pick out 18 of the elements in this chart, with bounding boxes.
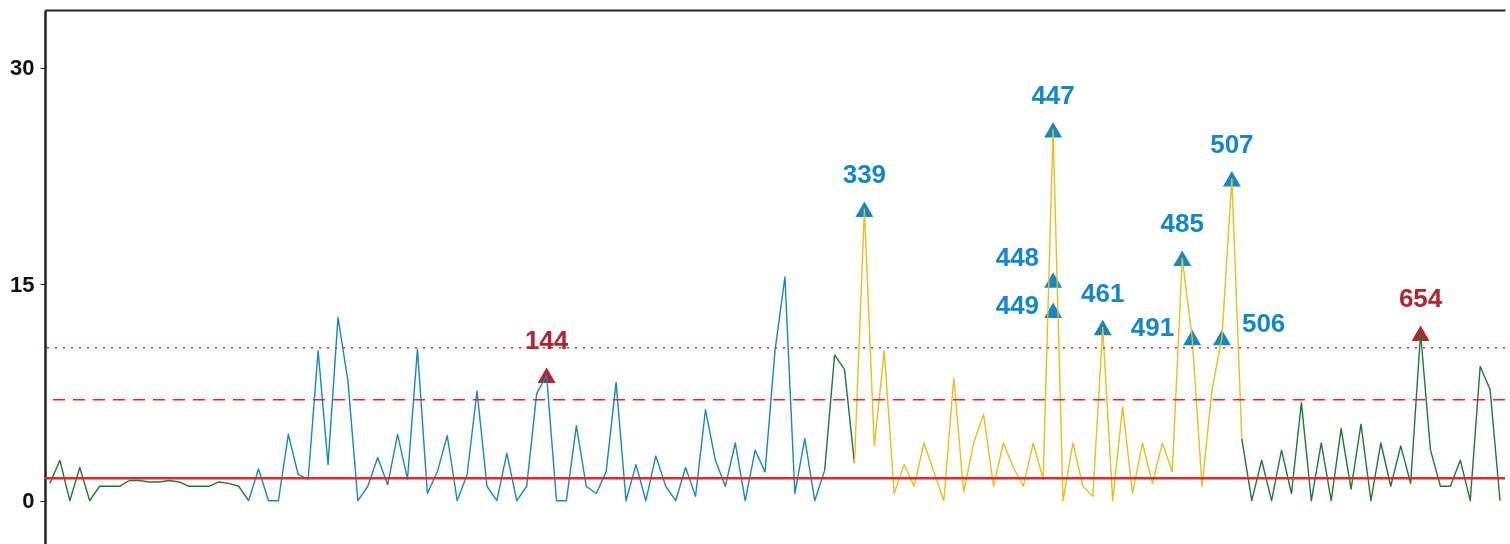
- line-series: [49, 459, 250, 502]
- annotation: 507: [1210, 128, 1254, 159]
- y-tick-label: 30: [10, 55, 35, 81]
- annotation: 654: [1398, 283, 1443, 314]
- annotation: 461: [1081, 277, 1125, 308]
- annotation: 339: [842, 159, 887, 190]
- y-tick-label: 15: [10, 271, 35, 297]
- annotation: 491: [1130, 311, 1175, 342]
- annotation: 448: [995, 241, 1040, 272]
- annotation: 506: [1241, 307, 1286, 338]
- line-series: [247, 276, 826, 502]
- annotation: 144: [524, 325, 569, 356]
- line-series: [823, 354, 856, 472]
- annotation: 485: [1160, 208, 1204, 239]
- point: [855, 201, 874, 217]
- annotation: 447: [1031, 79, 1075, 110]
- annotation: 449: [995, 290, 1040, 321]
- y-tick-label: 0: [22, 488, 35, 514]
